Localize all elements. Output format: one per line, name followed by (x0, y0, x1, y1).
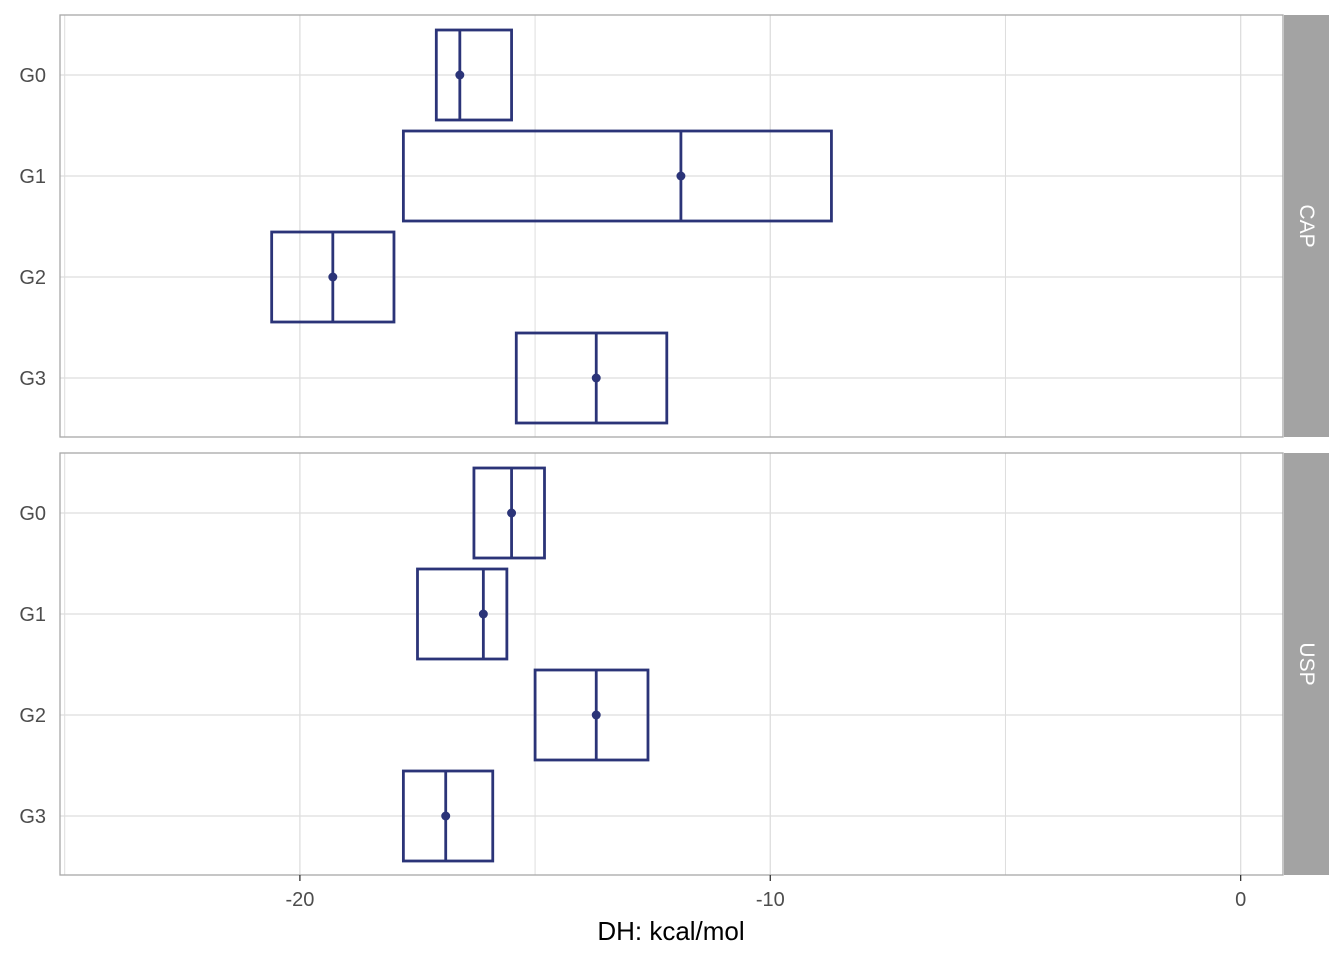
y-tick-label: G3 (19, 806, 46, 828)
facet-panel-usp: G0 G1 G2 G3 USP (19, 452, 1329, 876)
crossbar-cap-g2 (270, 230, 396, 324)
y-tick-label: G2 (19, 267, 46, 289)
y-tick-label: G2 (19, 705, 46, 727)
crossbar-cap-g0 (434, 28, 513, 122)
facet-strip-label: USP (1295, 642, 1318, 685)
data-point (591, 710, 601, 720)
data-point (441, 811, 451, 821)
y-tick-label: G0 (19, 503, 46, 525)
y-tick-label: G1 (19, 604, 46, 626)
data-point (591, 373, 601, 383)
crossbar-usp-g0 (472, 466, 546, 560)
x-tick-label: 0 (1235, 889, 1246, 911)
x-tick-label: -10 (756, 889, 785, 911)
crossbar-cap-g3 (514, 331, 669, 425)
y-tick-label: G3 (19, 368, 46, 390)
facet-panel-cap: G0 G1 G2 G3 CAP (19, 14, 1329, 438)
crossbar-box (434, 28, 513, 122)
x-tick-label: -20 (285, 889, 314, 911)
x-axis: -20 -10 0 (285, 875, 1246, 911)
chart-panels: G0 G1 G2 G3 CAP G0 G1 G2 G3 USP (19, 14, 1329, 876)
data-point (455, 70, 465, 80)
facet-strip (1284, 15, 1329, 437)
crossbar-usp-g1 (416, 567, 509, 661)
data-point (676, 171, 686, 181)
panel-border (59, 14, 1284, 438)
crossbar-usp-g3 (401, 769, 495, 863)
data-point (478, 609, 488, 619)
y-tick-label: G0 (19, 65, 46, 87)
crossbar-box (416, 567, 509, 661)
crossbar-box (472, 466, 546, 560)
x-axis-title: DH: kcal/mol (597, 916, 744, 946)
panel-border (59, 452, 1284, 876)
facet-strip (1284, 453, 1329, 875)
panel-background (60, 453, 1283, 875)
data-point (328, 272, 338, 282)
panel-background (60, 15, 1283, 437)
crossbar-cap-g1 (401, 129, 833, 223)
crossbar-box (533, 668, 650, 762)
crossbar-box (401, 769, 495, 863)
crossbar-usp-g2 (533, 668, 650, 762)
crossbar-box (401, 129, 833, 223)
crossbar-box (514, 331, 669, 425)
data-point (507, 508, 517, 518)
y-tick-label: G1 (19, 166, 46, 188)
facet-strip-label: CAP (1295, 204, 1318, 247)
